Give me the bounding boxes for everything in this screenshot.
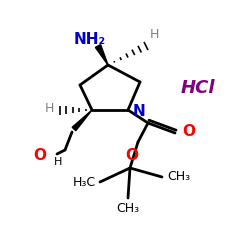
Text: H₃C: H₃C — [73, 176, 96, 188]
Text: N: N — [133, 104, 146, 120]
Text: H: H — [54, 157, 62, 167]
Text: NH₂: NH₂ — [74, 32, 106, 48]
Text: CH₃: CH₃ — [167, 170, 190, 183]
Text: H: H — [150, 28, 160, 41]
Text: O: O — [126, 148, 138, 163]
Text: CH₃: CH₃ — [116, 202, 140, 215]
Text: HCl: HCl — [181, 79, 215, 97]
Text: O: O — [33, 148, 46, 164]
Polygon shape — [95, 44, 108, 65]
Text: H: H — [44, 102, 54, 116]
Polygon shape — [72, 110, 92, 131]
Text: O: O — [182, 124, 195, 138]
